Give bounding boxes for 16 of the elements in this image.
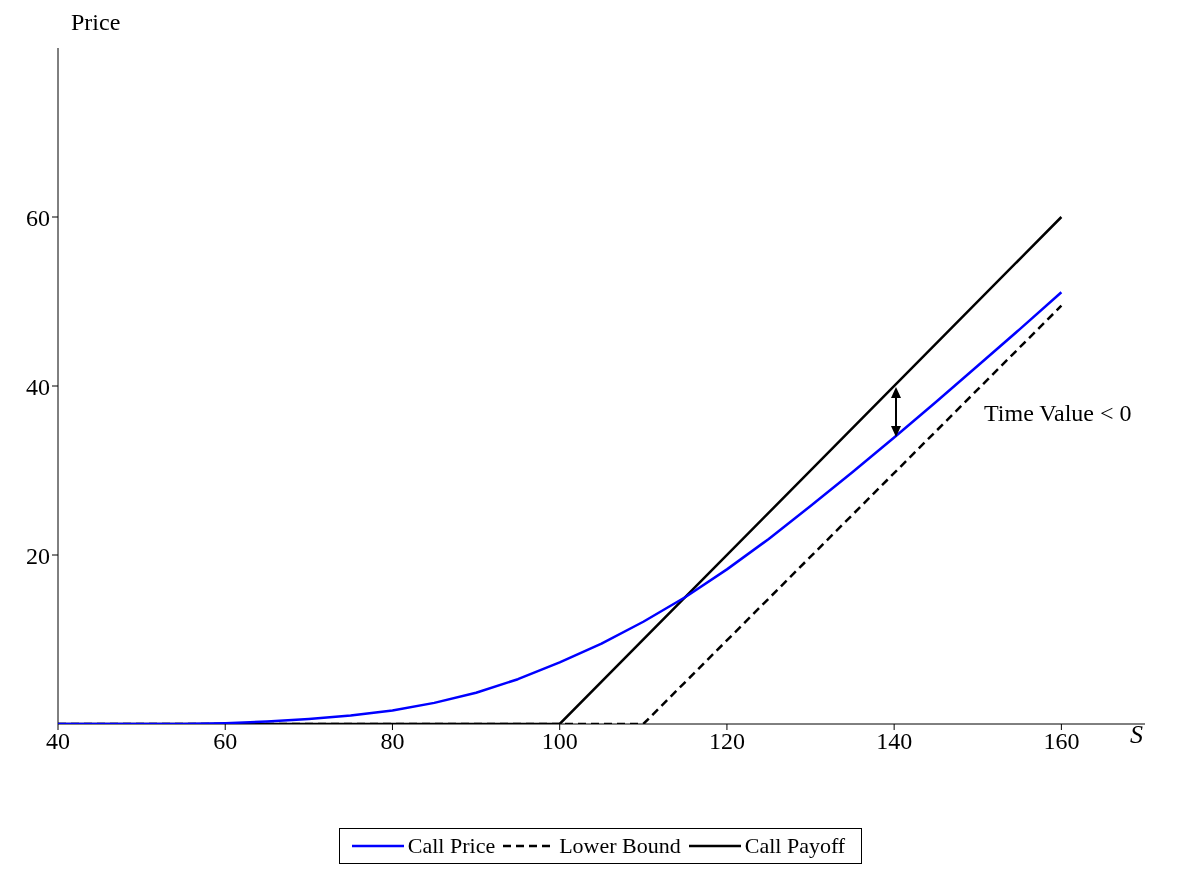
x-tick-label: 140 bbox=[876, 728, 913, 755]
y-tick-label: 40 bbox=[26, 373, 50, 400]
x-tick-label: 160 bbox=[1043, 728, 1080, 755]
x-tick-label: 100 bbox=[541, 728, 578, 755]
x-tick-label: 60 bbox=[213, 728, 238, 755]
y-axis-title: Price bbox=[71, 9, 121, 36]
legend-label: Call Payoff bbox=[744, 833, 846, 859]
x-tick-label: 120 bbox=[708, 728, 745, 755]
x-tick-label: 80 bbox=[380, 728, 405, 755]
y-tick-label: 20 bbox=[26, 542, 50, 569]
x-tick-label: 40 bbox=[46, 728, 70, 755]
legend-label: Lower Bound bbox=[559, 833, 681, 859]
x-axis-title: S bbox=[1130, 720, 1143, 750]
y-tick-label: 60 bbox=[26, 204, 50, 231]
legend-label: Call Price bbox=[407, 833, 496, 859]
annotation: Time Value < 0 bbox=[984, 400, 1132, 427]
